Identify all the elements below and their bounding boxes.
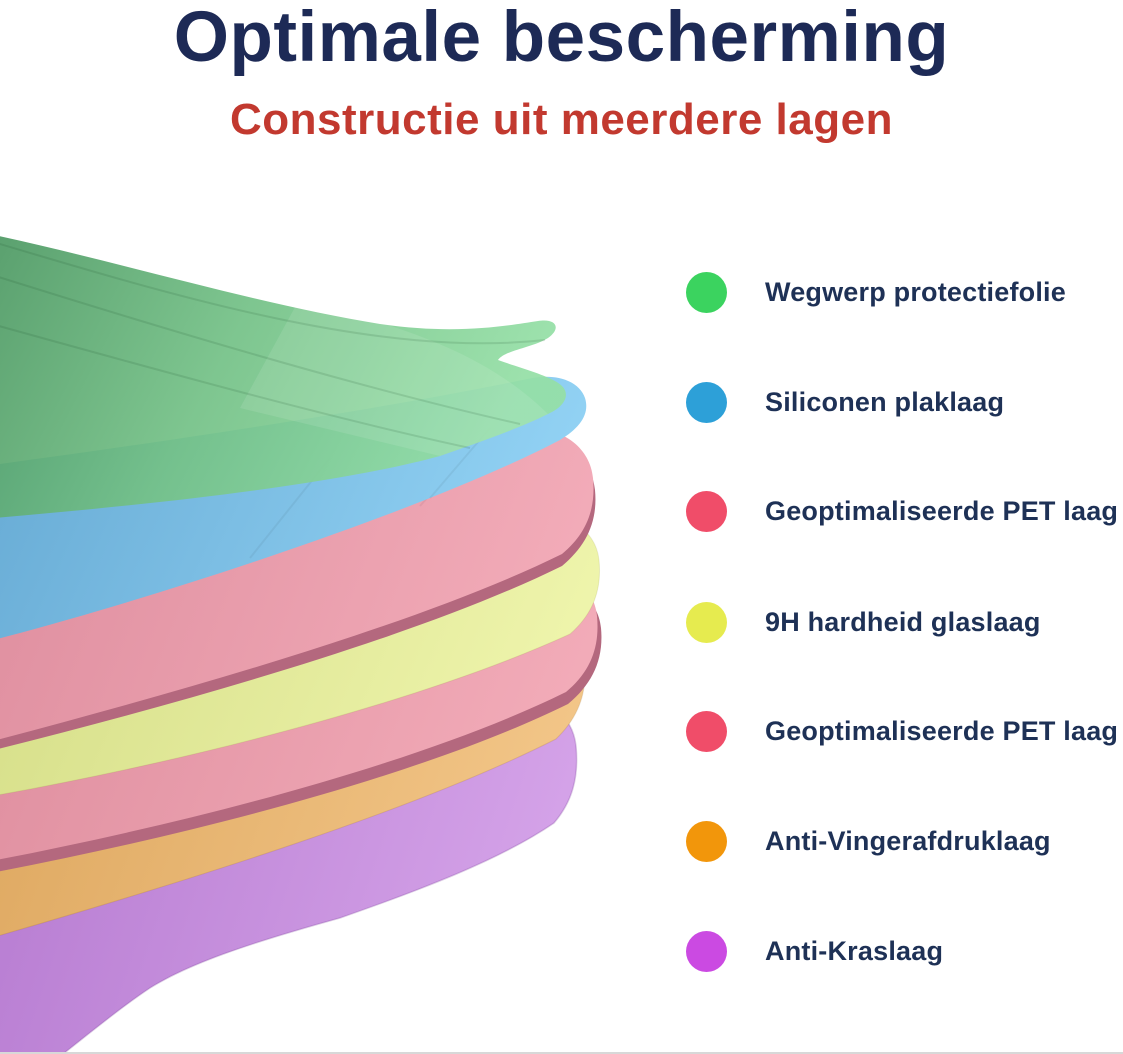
legend-row: Geoptimaliseerde PET laag xyxy=(686,490,1118,532)
green-film-highlight xyxy=(240,298,548,456)
layer-pet-1 xyxy=(0,428,594,740)
bottom-border xyxy=(0,1052,1123,1054)
legend: Wegwerp protectiefolie Siliconen plaklaa… xyxy=(686,0,1123,1054)
green-dot-icon xyxy=(686,271,727,313)
purple-dot-icon xyxy=(686,930,727,972)
legend-label: Wegwerp protectiefolie xyxy=(765,276,1066,307)
legend-row: Anti-Kraslaag xyxy=(686,930,943,972)
legend-row: Geoptimaliseerde PET laag xyxy=(686,710,1118,752)
legend-row: Siliconen plaklaag xyxy=(686,381,1004,423)
pink-dot-icon xyxy=(686,490,727,532)
blue-dot-icon xyxy=(686,381,727,423)
legend-label: 9H hardheid glaslaag xyxy=(765,606,1041,637)
legend-row: 9H hardheid glaslaag xyxy=(686,601,1041,643)
layer-wegwerp-protectiefolie xyxy=(0,236,566,518)
legend-row: Wegwerp protectiefolie xyxy=(686,271,1066,313)
pink-dot-icon xyxy=(686,710,727,752)
legend-label: Siliconen plaklaag xyxy=(765,386,1005,417)
legend-label: Geoptimaliseerde PET laag xyxy=(765,715,1119,746)
page-title: Optimale bescherming xyxy=(173,0,950,77)
yellow-dot-icon xyxy=(686,601,727,643)
legend-label: Anti-Kraslaag xyxy=(765,935,944,966)
layer-stack-diagram xyxy=(0,236,602,1054)
legend-label: Geoptimaliseerde PET laag xyxy=(765,495,1119,526)
legend-row: Anti-Vingerafdruklaag xyxy=(686,820,1051,862)
page-subtitle: Constructie uit meerdere lagen xyxy=(230,95,893,144)
green-film-crease-lines xyxy=(0,242,546,449)
orange-dot-icon xyxy=(686,820,727,862)
legend-label: Anti-Vingerafdruklaag xyxy=(765,825,1051,856)
